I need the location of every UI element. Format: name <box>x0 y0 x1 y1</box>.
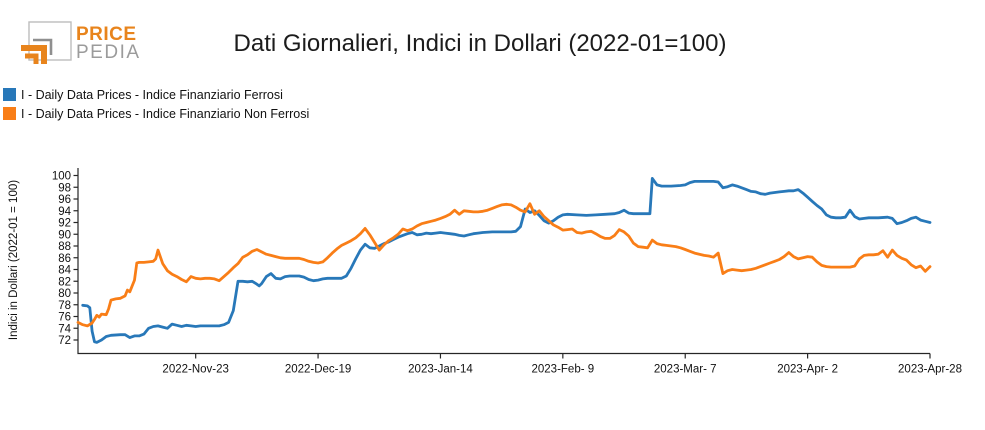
y-axis-title: Indici in Dollari (2022-01 = 100) <box>8 180 20 340</box>
y-tick-label: 98 <box>58 182 71 194</box>
x-tick-label: 2022-Dec-19 <box>285 364 351 376</box>
chart-legend: I - Daily Data Prices - Indice Finanziar… <box>3 85 309 123</box>
series-line-non-ferrosi <box>76 202 932 328</box>
y-tick-label: 94 <box>58 206 71 218</box>
legend-item-non-ferrosi: I - Daily Data Prices - Indice Finanziar… <box>3 104 309 123</box>
y-tick-label: 74 <box>58 323 71 335</box>
legend-label-ferrosi: I - Daily Data Prices - Indice Finanziar… <box>21 87 283 102</box>
y-tick-label: 86 <box>58 253 71 265</box>
y-tick-label: 82 <box>58 276 71 288</box>
legend-swatch-non-ferrosi <box>3 107 16 120</box>
y-tick-label: 96 <box>58 194 71 206</box>
y-tick-label: 100 <box>52 171 71 183</box>
y-tick-label: 80 <box>58 288 71 300</box>
logo-text-pedia: PEDIA <box>76 42 141 63</box>
chart-title: Dati Giornalieri, Indici in Dollari (202… <box>233 30 727 57</box>
x-tick-label: 2023-Feb- 9 <box>532 364 595 376</box>
x-tick-label: 2023-Mar- 7 <box>654 364 717 376</box>
axis-spines <box>77 168 930 355</box>
pricepedia-logo: PRICE PEDIA <box>20 11 160 67</box>
y-tick-label: 76 <box>58 312 71 324</box>
x-tick-label: 2023-Jan-14 <box>408 364 473 376</box>
y-tick-label: 78 <box>58 300 71 312</box>
y-tick-label: 72 <box>58 335 71 347</box>
pricepedia-logo-icon: PRICE PEDIA <box>21 21 141 64</box>
y-tick-label: 90 <box>58 229 71 241</box>
logo-text-price: PRICE <box>76 24 137 45</box>
legend-item-ferrosi: I - Daily Data Prices - Indice Finanziar… <box>3 85 309 104</box>
series-line-ferrosi <box>81 176 932 344</box>
legend-swatch-ferrosi <box>3 88 16 101</box>
y-tick-label: 88 <box>58 241 71 253</box>
legend-label-non-ferrosi: I - Daily Data Prices - Indice Finanziar… <box>21 106 310 121</box>
x-tick-label: 2022-Nov-23 <box>162 364 228 376</box>
y-tick-label: 92 <box>58 218 71 230</box>
y-tick-label: 84 <box>58 265 71 277</box>
x-tick-label: 2023-Apr-28 <box>898 364 962 376</box>
x-tick-label: 2023-Apr- 2 <box>777 364 838 376</box>
